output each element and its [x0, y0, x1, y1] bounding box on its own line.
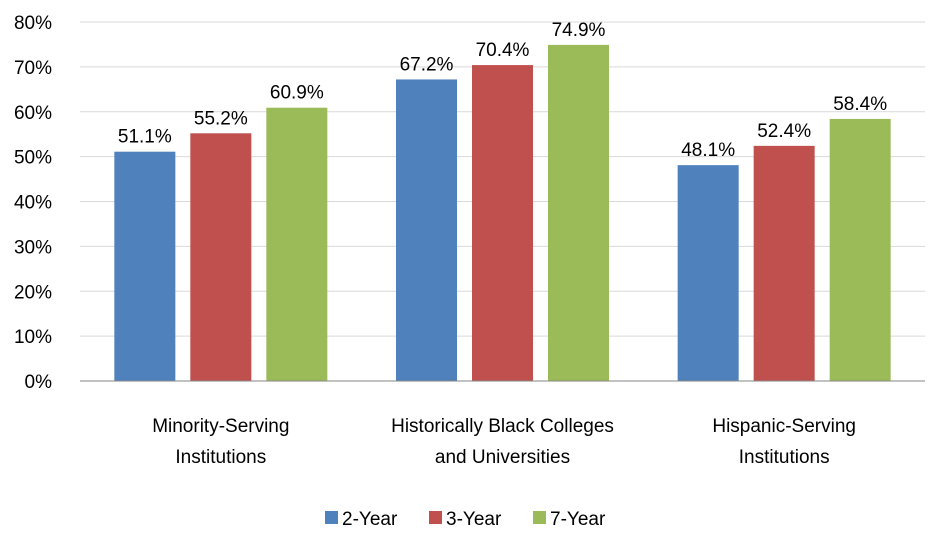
data-label: 58.4%	[833, 94, 887, 115]
category-label: Minority-Serving	[152, 416, 289, 437]
y-tick-label: 30%	[14, 237, 52, 258]
data-label: 67.2%	[400, 54, 454, 75]
bars	[114, 44, 891, 382]
data-label: 55.2%	[194, 108, 248, 129]
legend-label: 2-Year	[342, 509, 398, 530]
y-axis-ticks: 0% 10% 20% 30% 40% 50% 60% 70% 80%	[14, 13, 52, 393]
y-tick-label: 10%	[14, 327, 52, 348]
legend-label: 7-Year	[550, 509, 606, 530]
bar-3-year-2	[753, 145, 815, 381]
category-label: and Universities	[435, 447, 570, 468]
category-labels: Minority-Serving Institutions Historically…	[152, 416, 856, 468]
y-tick-label: 20%	[14, 282, 52, 303]
bar-2-year-0	[114, 151, 176, 381]
legend: 2-Year 3-Year 7-Year	[325, 509, 606, 530]
bar-7-year-1	[548, 44, 609, 381]
bar-7-year-0	[266, 107, 328, 382]
y-tick-label: 60%	[14, 103, 52, 124]
data-label: 48.1%	[681, 140, 735, 161]
data-label: 52.4%	[757, 121, 811, 142]
category-label: Institutions	[175, 447, 266, 468]
data-label: 51.1%	[118, 127, 172, 148]
bar-2-year-2	[677, 165, 739, 381]
bar-2-year-1	[396, 79, 457, 381]
y-tick-label: 0%	[25, 372, 53, 393]
y-tick-label: 40%	[14, 193, 52, 214]
y-tick-label: 70%	[14, 58, 52, 79]
y-tick-label: 50%	[14, 148, 52, 169]
legend-label: 3-Year	[446, 509, 502, 530]
bar-7-year-2	[829, 118, 891, 382]
legend-swatch-2-year	[325, 511, 338, 524]
category-label: Historically Black Colleges	[391, 416, 614, 437]
y-tick-label: 80%	[14, 13, 52, 34]
category-label: Institutions	[739, 447, 830, 468]
data-label: 70.4%	[476, 40, 530, 61]
data-labels: 51.1% 55.2% 60.9% 67.2% 70.4% 74.9% 48.1% 52.4%…	[118, 20, 887, 161]
bar-3-year-0	[190, 133, 252, 381]
legend-swatch-7-year	[533, 511, 546, 524]
data-label: 74.9%	[552, 20, 606, 41]
bar-3-year-1	[472, 65, 533, 381]
legend-swatch-3-year	[429, 511, 442, 524]
data-label: 60.9%	[270, 83, 324, 104]
category-label: Hispanic-Serving	[712, 416, 856, 437]
